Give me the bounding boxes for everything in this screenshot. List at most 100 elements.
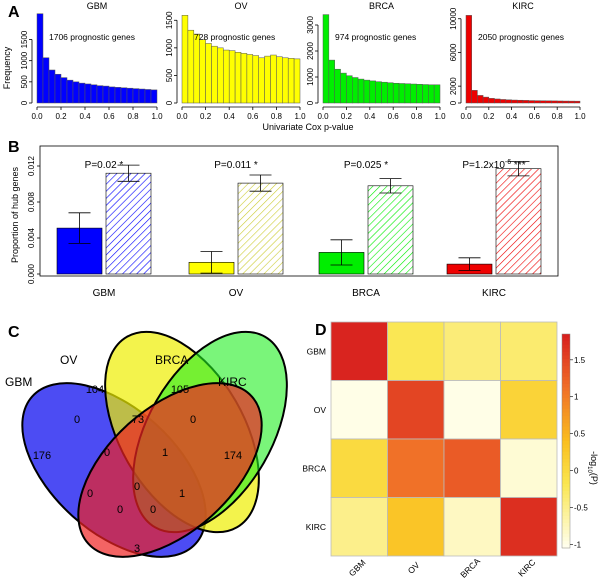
heatmap-col-label: GBM (347, 557, 368, 578)
histogram-bar (387, 82, 394, 104)
y-tick-label: 0 (20, 100, 29, 105)
x-tick-label: 0.2 (341, 112, 353, 121)
venn-count-ov-brca-kirc: 1 (162, 447, 168, 459)
histogram-bar (574, 100, 581, 104)
heatmap-cell (330, 497, 388, 557)
colorbar-label: -log10(P) (586, 451, 599, 485)
bar-proportion-nonprognostic (367, 185, 414, 275)
heatmap-col-label: KIRC (516, 557, 537, 578)
x-tick-label: 0.2 (483, 112, 495, 121)
colorbar-step (562, 398, 570, 403)
histogram-bar (132, 88, 140, 104)
histogram-bar (545, 100, 552, 104)
venn-count-gbm-brca-kirc: 0 (150, 504, 156, 516)
histogram-bar (240, 53, 248, 104)
y-tick-label: 0.012 (27, 155, 36, 176)
heatmap-cell (500, 497, 558, 557)
histogram-bar (369, 80, 376, 104)
y-tick-label: 0 (165, 100, 174, 105)
y-tick-label: 1000 (165, 38, 174, 56)
panel-c-venn-diagram: GBM OV BRCA KIRC 176 104 105 174 0 73 0 … (5, 330, 288, 558)
heatmap-cell (330, 438, 388, 498)
histogram-bar (477, 95, 484, 104)
histogram-bar (120, 87, 128, 104)
histogram-bar (528, 100, 535, 104)
colorbar-step (562, 380, 570, 385)
y-tick-label: 0.008 (27, 191, 36, 212)
heatmap-cell (500, 380, 558, 440)
colorbar-step (562, 490, 570, 496)
x-tick-label: 0.4 (364, 112, 376, 121)
histogram-bar (471, 90, 478, 104)
histogram-bar (505, 99, 512, 104)
histogram-bar (270, 54, 277, 104)
colorbar-tick-label: 1 (574, 393, 579, 402)
histogram-bar (54, 73, 62, 104)
y-tick-label: 500 (20, 75, 29, 89)
colorbar-step (562, 487, 570, 492)
x-tick-label: 0.2 (200, 112, 212, 121)
venn-count-ov-only: 104 (86, 384, 104, 396)
histogram-bar (328, 59, 335, 104)
colorbar-step (562, 451, 570, 456)
x-tick-label: 0.6 (103, 112, 115, 121)
colorbar-step (562, 508, 570, 513)
heatmap-cell (330, 380, 388, 440)
colorbar-frame (561, 333, 571, 549)
colorbar-step (562, 387, 570, 392)
histogram-bar (102, 85, 110, 104)
y-tick-label: 1500 (165, 11, 174, 29)
colorbar-step (562, 430, 570, 435)
colorbar-tick-label: -0.5 (574, 503, 588, 512)
histogram-bar (48, 69, 56, 104)
colorbar-step (562, 476, 570, 481)
colorbar-step (562, 373, 570, 378)
histogram-bar (340, 72, 347, 104)
histogram-bar (258, 57, 265, 104)
colorbar-step (562, 358, 570, 364)
histogram-title: KIRC (512, 1, 534, 11)
y-tick-label: 0.004 (27, 227, 36, 248)
histogram-bar (144, 89, 152, 104)
colorbar-tick-label: 0 (574, 467, 579, 476)
histogram-bar (322, 14, 330, 104)
histogram-bar (357, 78, 365, 104)
colorbar-tick-label: 1.5 (574, 356, 586, 365)
venn-count-gbm-ov-kirc: 0 (117, 504, 123, 516)
y-tick-label: 1000 (306, 68, 315, 86)
x-tick-label: 1.0 (151, 112, 163, 121)
histogram-bar (282, 57, 289, 104)
histogram-bar (66, 79, 74, 104)
y-tick-label: 500 (165, 68, 174, 82)
histogram-bar (517, 99, 524, 104)
histogram-bar (138, 88, 146, 104)
venn-label-brca: BRCA (155, 353, 188, 367)
histogram-title: OV (234, 1, 247, 11)
venn-count-gbm-only: 176 (33, 450, 51, 462)
heatmap-cell (500, 321, 558, 381)
histogram-bar (293, 58, 301, 104)
histogram-title: GBM (87, 1, 108, 11)
colorbar-tick-label: 0.5 (574, 430, 586, 439)
histogram-bar (522, 100, 529, 104)
y-tick-label: 1000 (20, 51, 29, 69)
histogram-bar (264, 55, 271, 104)
colorbar-step (562, 423, 570, 428)
histogram-annotation: 974 prognostic genes (335, 32, 416, 42)
venn-count-gbm-ov-brca: 0 (104, 447, 110, 459)
histogram-bar (187, 29, 195, 104)
histogram-bar (568, 100, 575, 104)
colorbar-step (562, 405, 570, 410)
histogram-bar (410, 83, 417, 104)
histogram-annotation: 728 prognostic genes (194, 32, 275, 42)
y-tick-label: 10000 (449, 7, 458, 30)
panel-label-d: D (315, 322, 327, 339)
x-tick-label: 0.0 (460, 112, 472, 121)
colorbar-step (562, 530, 570, 535)
heatmap-cell (387, 380, 445, 440)
histogram-bar (352, 77, 359, 104)
colorbar-step (562, 401, 570, 406)
histogram-bar (211, 45, 218, 104)
x-tick-label: 0.8 (411, 112, 423, 121)
